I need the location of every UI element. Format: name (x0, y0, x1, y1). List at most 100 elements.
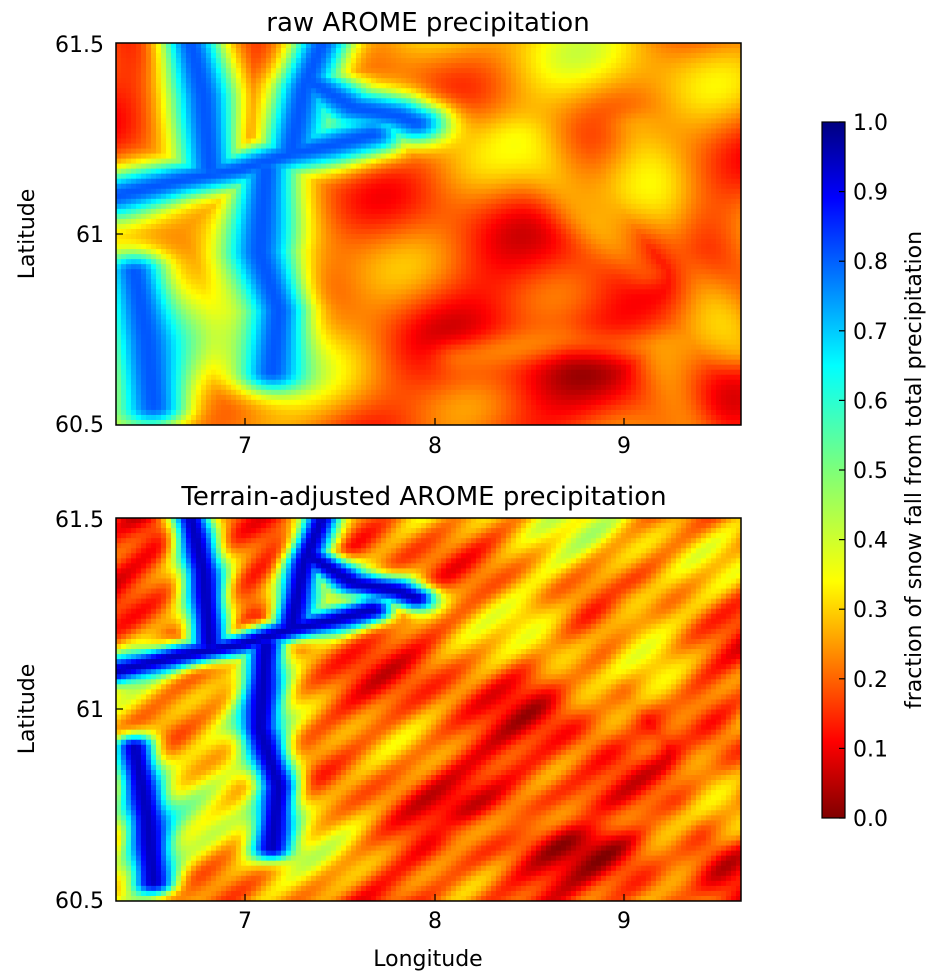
heatmap-cell (466, 143, 472, 150)
heatmap-cell (281, 138, 287, 145)
heatmap-cell (586, 128, 592, 135)
heatmap-cell (646, 173, 652, 180)
heatmap-cell (196, 163, 202, 170)
heatmap-cell (406, 78, 412, 84)
heatmap-cell (696, 173, 702, 180)
heatmap-cell (456, 239, 462, 245)
heatmap-cell (426, 133, 432, 140)
heatmap-cell (616, 123, 622, 130)
heatmap-cell (576, 53, 582, 59)
heatmap-cell (706, 133, 712, 140)
heatmap-cell (291, 123, 297, 130)
heatmap-cell (711, 178, 717, 185)
heatmap-cell (381, 218, 387, 225)
heatmap-cell (391, 133, 397, 140)
heatmap-cell (246, 73, 252, 79)
heatmap-cell (491, 118, 497, 125)
heatmap-cell (326, 123, 332, 130)
heatmap-cell (486, 53, 492, 59)
heatmap-cell (641, 143, 647, 150)
heatmap-cell (616, 183, 622, 190)
heatmap-cell (206, 93, 212, 99)
heatmap-cell (586, 58, 592, 64)
heatmap-cell (196, 208, 202, 215)
heatmap-cell (271, 83, 277, 89)
heatmap-cell (526, 158, 532, 165)
heatmap-cell (636, 168, 642, 175)
heatmap-cell (656, 198, 662, 205)
heatmap-cell (161, 168, 167, 175)
heatmap-cell (556, 239, 562, 245)
heatmap-cell (351, 223, 357, 230)
heatmap-cell (561, 133, 567, 140)
heatmap-cell (536, 113, 542, 119)
heatmap-cell (296, 108, 302, 114)
heatmap-cell (551, 128, 557, 135)
heatmap-cell (126, 43, 132, 49)
heatmap-cell (171, 128, 177, 135)
heatmap-cell (161, 198, 167, 205)
heatmap-cell (531, 188, 537, 195)
heatmap-cell (251, 83, 257, 89)
heatmap-cell (316, 198, 322, 205)
heatmap-cell (416, 138, 422, 145)
heatmap-cell (201, 178, 207, 185)
heatmap-cell (241, 123, 247, 130)
heatmap-cell (501, 223, 507, 230)
heatmap-cell (261, 43, 267, 49)
heatmap-cell (166, 178, 172, 185)
heatmap-cell (721, 113, 727, 119)
heatmap-cell (331, 143, 337, 150)
heatmap-cell (596, 228, 602, 235)
heatmap-cell (616, 198, 622, 205)
heatmap-cell (356, 93, 362, 99)
heatmap-cell (341, 123, 347, 130)
heatmap-cell (591, 178, 597, 185)
heatmap-cell (226, 103, 232, 109)
heatmap-cell (626, 239, 632, 245)
heatmap-cell (696, 63, 702, 69)
heatmap-cell (511, 53, 517, 59)
heatmap-cell (636, 148, 642, 155)
heatmap-cell (726, 228, 732, 235)
heatmap-cell (196, 108, 202, 114)
heatmap-cell (591, 173, 597, 180)
heatmap-cell (656, 133, 662, 140)
heatmap-cell (536, 208, 542, 215)
heatmap-cell (366, 58, 372, 64)
heatmap-cell (506, 213, 512, 220)
heatmap-cell (191, 198, 197, 205)
heatmap-cell (221, 48, 227, 54)
heatmap-cell (486, 193, 492, 200)
heatmap-cell (236, 108, 242, 114)
heatmap-cell (736, 208, 741, 215)
heatmap-cell (311, 234, 317, 240)
heatmap-cell (231, 208, 237, 215)
heatmap-cell (396, 158, 402, 165)
heatmap-cell (116, 103, 122, 109)
heatmap-cell (686, 228, 692, 235)
heatmap-cell (526, 173, 532, 180)
heatmap-cell (366, 183, 372, 190)
heatmap-cell (291, 213, 297, 220)
heatmap-cell (236, 123, 242, 130)
heatmap-cell (206, 98, 212, 104)
heatmap-cell (311, 173, 317, 180)
heatmap-cell (211, 148, 217, 155)
heatmap-cell (536, 73, 542, 79)
heatmap-cell (206, 63, 212, 69)
heatmap-cell (726, 138, 732, 145)
heatmap-cell (721, 158, 727, 165)
heatmap-cell (251, 188, 257, 195)
heatmap-cell (321, 228, 327, 235)
heatmap-cell (476, 53, 482, 59)
heatmap-cell (641, 83, 647, 89)
heatmap-cell (366, 138, 372, 145)
heatmap-cell (521, 178, 527, 185)
heatmap-cell (696, 198, 702, 205)
heatmap-cell (141, 78, 147, 84)
heatmap-cell (116, 138, 122, 145)
heatmap-cell (686, 88, 692, 94)
heatmap-cell (226, 63, 232, 69)
heatmap-cell (671, 63, 677, 69)
